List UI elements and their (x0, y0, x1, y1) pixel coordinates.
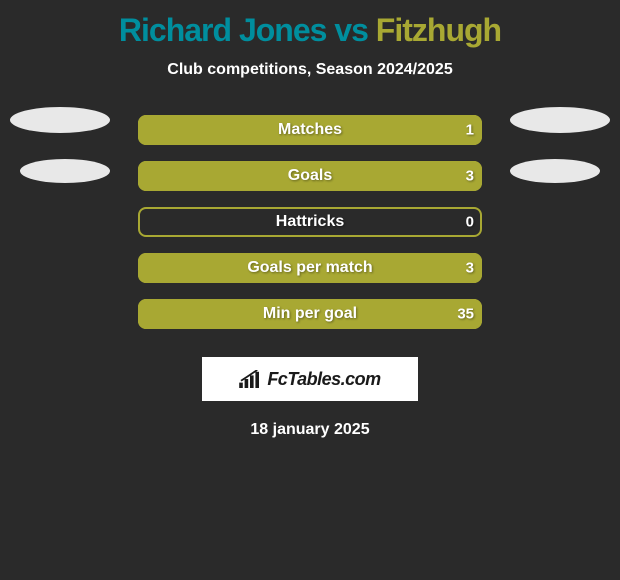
stat-value-player2: 3 (466, 168, 474, 185)
player1-name: Richard Jones (119, 12, 327, 48)
stats-wrapper: Matches 1 Goals 3 Hattricks 0 Goals per match 3… (0, 107, 620, 337)
title-row: Richard Jones vs Fitzhugh (0, 12, 620, 49)
stat-row: Matches 1 (0, 107, 620, 153)
date-text: 18 january 2025 (0, 421, 620, 439)
stat-row: Hattricks 0 (0, 199, 620, 245)
stat-value-player2: 1 (466, 122, 474, 139)
main-container: Richard Jones vs Fitzhugh Club competiti… (0, 0, 620, 449)
stat-row: Min per goal 35 (0, 291, 620, 337)
stat-bar: Goals per match 3 (138, 253, 482, 283)
stat-label: Hattricks (276, 213, 344, 231)
stat-label: Goals (288, 167, 332, 185)
stats-rows: Matches 1 Goals 3 Hattricks 0 Goals per match 3… (0, 107, 620, 337)
stat-value-player2: 35 (457, 306, 474, 323)
stat-value-player2: 0 (466, 214, 474, 231)
stat-value-player2: 3 (466, 260, 474, 277)
stat-bar: Goals 3 (138, 161, 482, 191)
stat-label: Min per goal (263, 305, 357, 323)
stat-bar: Matches 1 (138, 115, 482, 145)
chart-icon (239, 370, 261, 388)
subtitle: Club competitions, Season 2024/2025 (0, 61, 620, 79)
stat-bar: Min per goal 35 (138, 299, 482, 329)
stat-bar: Hattricks 0 (138, 207, 482, 237)
stat-row: Goals per match 3 (0, 245, 620, 291)
vs-text: vs (334, 12, 368, 48)
stat-row: Goals 3 (0, 153, 620, 199)
logo-text: FcTables.com (267, 369, 380, 390)
player2-name: Fitzhugh (376, 12, 501, 48)
stat-label: Goals per match (247, 259, 372, 277)
stat-label: Matches (278, 121, 342, 139)
logo-box: FcTables.com (202, 357, 418, 401)
